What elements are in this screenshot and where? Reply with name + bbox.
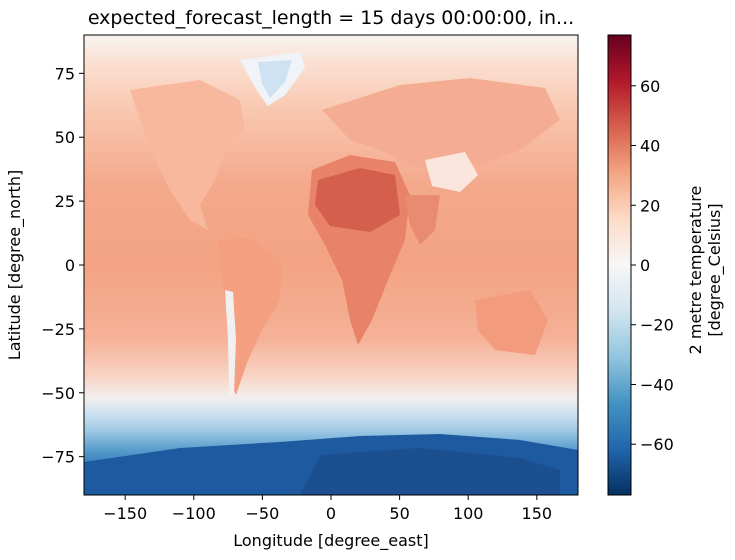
y-tick-label: 25 bbox=[55, 192, 75, 211]
x-tick-label: 150 bbox=[522, 504, 553, 523]
colorbar-tick-label: 60 bbox=[640, 77, 660, 96]
colorbar-label-line1: 2 metre temperature bbox=[686, 186, 705, 355]
region-sahara bbox=[315, 168, 400, 232]
y-axis-label: Latitude [degree_north] bbox=[5, 170, 25, 360]
colorbar-label-line2: [degree_Celsius] bbox=[705, 203, 725, 336]
x-tick-label: −100 bbox=[172, 504, 216, 523]
region-andes bbox=[225, 290, 236, 395]
x-axis-ticks: −150 −100 −50 0 50 100 150 bbox=[103, 495, 552, 523]
colorbar-tick-label: 20 bbox=[640, 196, 660, 215]
x-tick-label: 100 bbox=[453, 504, 484, 523]
colorbar-tick-label: 40 bbox=[640, 137, 660, 156]
x-tick-label: 0 bbox=[326, 504, 336, 523]
y-tick-label: 75 bbox=[55, 64, 75, 83]
y-tick-label: 0 bbox=[65, 256, 75, 275]
colorbar-tick-label: 0 bbox=[640, 256, 650, 275]
colorbar-tick-label: −20 bbox=[640, 316, 674, 335]
y-axis-ticks: 75 50 25 0 −25 −50 −75 bbox=[41, 64, 84, 467]
region-north-america bbox=[130, 80, 245, 230]
region-antarctica-interior bbox=[300, 448, 560, 495]
region-india bbox=[405, 195, 440, 245]
temperature-heatmap bbox=[84, 35, 578, 495]
colorbar-ticks: 60 40 20 0 −20 −40 −60 bbox=[631, 77, 674, 454]
colorbar-tick-label: −60 bbox=[640, 435, 674, 454]
x-axis-label: Longitude [degree_east] bbox=[233, 531, 428, 551]
colorbar-tick-label: −40 bbox=[640, 375, 674, 394]
y-tick-label: −75 bbox=[41, 448, 75, 467]
x-tick-label: −50 bbox=[246, 504, 280, 523]
region-tibet bbox=[425, 152, 478, 192]
y-tick-label: −25 bbox=[41, 320, 75, 339]
chart-title: expected_forecast_length = 15 days 00:00… bbox=[88, 7, 574, 29]
region-australia bbox=[475, 290, 548, 355]
x-tick-label: 50 bbox=[389, 504, 409, 523]
region-eurasia bbox=[322, 78, 560, 170]
y-tick-label: −50 bbox=[41, 384, 75, 403]
y-tick-label: 50 bbox=[55, 128, 75, 147]
x-tick-label: −150 bbox=[103, 504, 147, 523]
colorbar bbox=[607, 34, 632, 496]
region-greenland-core bbox=[258, 60, 292, 98]
